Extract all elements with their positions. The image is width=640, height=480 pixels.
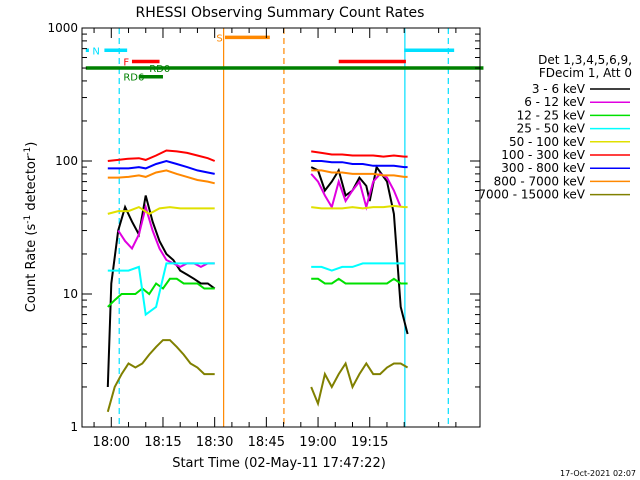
series-line-8-1 — [310, 361, 409, 407]
series-line-2-1 — [311, 277, 408, 285]
series-line-1-0 — [117, 203, 215, 269]
x-tick-label: 18:00 — [93, 435, 130, 450]
flag-label-F: F — [123, 57, 129, 68]
y-tick-label: 1 — [70, 420, 78, 434]
series-line-5-1 — [311, 150, 408, 158]
y-axis-label-sup1: -1 — [23, 215, 33, 224]
series-line-7-0 — [107, 169, 215, 185]
flag-label-RD0: RD0 — [149, 64, 170, 75]
y-tick-label: 1000 — [47, 21, 78, 35]
y-axis-label-part1: Count Rate (s — [24, 224, 39, 313]
chart-title: RHESSI Observing Summary Count Rates — [136, 5, 425, 21]
series-line-4-0 — [107, 205, 215, 216]
y-axis-label-part2: detector — [24, 155, 39, 215]
legend-label-6: 300 - 800 keV — [501, 161, 585, 175]
timestamp: 17-Oct-2021 02:07 — [560, 469, 636, 478]
series-line-5-0 — [107, 149, 216, 162]
x-tick-label: 18:15 — [144, 435, 181, 450]
flag-label-RD6: RD6 — [123, 73, 144, 84]
y-tick-label: 100 — [55, 154, 78, 168]
series-line-3-1 — [311, 262, 405, 272]
series-line-0-0 — [106, 195, 216, 388]
legend-header-1: Det 1,3,4,5,6,9, — [538, 53, 632, 67]
x-tick-label: 19:00 — [299, 435, 336, 450]
series-line-6-1 — [311, 160, 408, 169]
legend-label-2: 12 - 25 keV — [517, 108, 586, 122]
plot-frame — [81, 27, 481, 428]
y-axis-label-part3: ) — [24, 142, 39, 147]
series-line-0-1 — [310, 164, 409, 335]
flag-label-S: S — [216, 33, 222, 44]
y-tick-label: 10 — [63, 287, 78, 301]
y-axis-label-sup2: -1 — [23, 147, 33, 156]
legend-label-3: 25 - 50 keV — [517, 122, 586, 136]
y-axis-label: Count Rate (s-1 detector-1) — [23, 142, 39, 313]
legend-label-4: 50 - 100 keV — [509, 135, 586, 149]
series-line-3-0 — [107, 262, 215, 317]
series-line-2-0 — [107, 277, 215, 308]
plot-area: N F S RD0 RD6 1 10 100 1000 18:00 18:15 18:30 18:45 1… — [47, 21, 484, 450]
series-line-1-1 — [310, 172, 402, 211]
x-tick-label: 18:30 — [196, 435, 233, 450]
legend-label-8: 7000 - 15000 keV — [478, 188, 585, 202]
x-tick-label: 19:15 — [351, 435, 388, 450]
legend-label-1: 6 - 12 keV — [524, 95, 586, 109]
legend-header-2: FDecim 1, Att 0 — [539, 66, 632, 80]
series-line-6-0 — [107, 159, 215, 175]
series-line-4-1 — [311, 204, 408, 210]
x-axis-label: Start Time (02-May-11 17:47:22) — [172, 456, 386, 471]
legend-label-7: 800 - 7000 keV — [494, 174, 586, 188]
x-tick-label: 18:45 — [248, 435, 285, 450]
flag-label-N: N — [92, 46, 99, 57]
series-line-8-0 — [106, 339, 215, 413]
legend-label-0: 3 - 6 keV — [532, 82, 586, 96]
series-line-7-1 — [311, 169, 408, 178]
legend-label-5: 100 - 300 keV — [501, 148, 585, 162]
